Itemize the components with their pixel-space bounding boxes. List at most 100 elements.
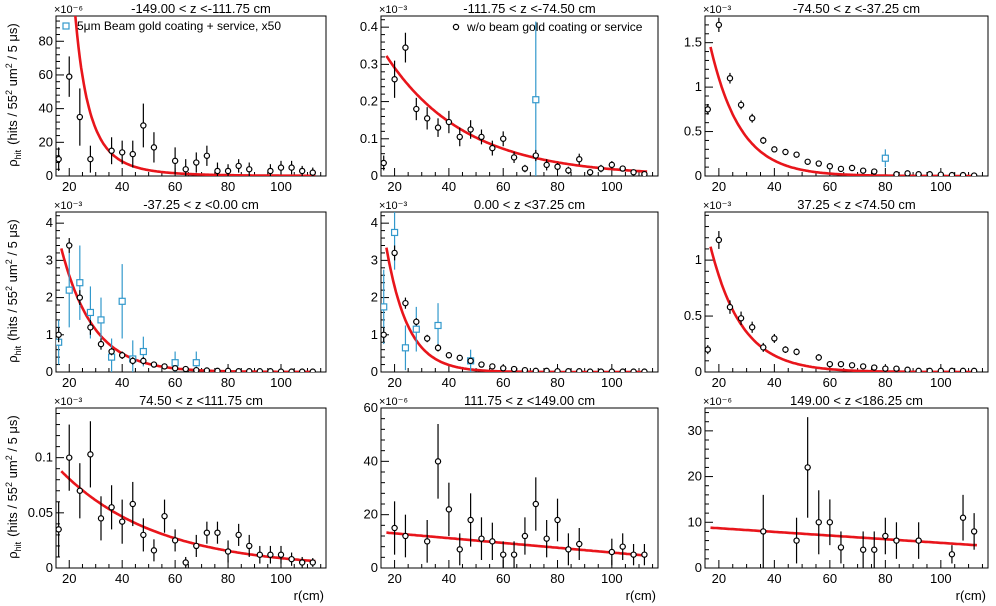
y-tick-label: 0 bbox=[371, 560, 378, 575]
y-tick-label: 0.5 bbox=[684, 124, 702, 139]
x-tick-label: 20 bbox=[712, 375, 726, 390]
marker bbox=[881, 154, 889, 162]
y-axis-exponent: ×10⁻⁶ bbox=[54, 4, 83, 16]
data-point-no-coating bbox=[423, 520, 431, 563]
data-point-no-coating bbox=[948, 545, 956, 564]
data-point-no-coating bbox=[608, 538, 616, 566]
marker bbox=[150, 144, 158, 151]
marker bbox=[608, 368, 616, 372]
y-axis-title-units3: / 5 μs) bbox=[5, 219, 20, 259]
data-point-no-coating bbox=[182, 365, 189, 372]
data-point-no-coating bbox=[565, 368, 572, 372]
marker bbox=[510, 154, 518, 161]
marker bbox=[150, 361, 158, 368]
data-point-no-coating bbox=[959, 171, 967, 176]
marker bbox=[277, 368, 285, 372]
marker bbox=[56, 331, 62, 338]
data-point-gold bbox=[434, 303, 442, 348]
data-point-no-coating bbox=[140, 357, 147, 365]
data-point-no-coating bbox=[277, 545, 285, 564]
data-point-no-coating bbox=[203, 145, 211, 166]
x-tick-label: 60 bbox=[168, 571, 182, 586]
data-point-no-coating bbox=[726, 72, 734, 84]
data-point-no-coating bbox=[543, 159, 550, 171]
marker bbox=[521, 165, 529, 172]
data-point-gold bbox=[97, 297, 105, 343]
data-point-no-coating bbox=[391, 60, 398, 98]
data-point-no-coating bbox=[108, 485, 115, 530]
marker bbox=[277, 551, 285, 558]
y-axis-exponent: ×10⁻³ bbox=[703, 4, 731, 16]
marker bbox=[434, 124, 442, 131]
marker bbox=[224, 548, 232, 555]
marker bbox=[150, 547, 158, 554]
y-tick-label: 80 bbox=[39, 33, 53, 48]
marker bbox=[171, 359, 179, 367]
data-point-no-coating bbox=[619, 533, 626, 560]
data-point-no-coating bbox=[586, 169, 594, 176]
data-point-no-coating bbox=[500, 131, 507, 147]
x-tick-label: 20 bbox=[387, 571, 401, 586]
x-tick-label: 40 bbox=[442, 571, 456, 586]
panel-title: -37.25 < z <0.00 cm bbox=[143, 197, 259, 212]
marker bbox=[76, 113, 84, 121]
marker bbox=[87, 324, 94, 331]
x-tick-label: 20 bbox=[712, 179, 726, 194]
data-point-no-coating bbox=[118, 140, 126, 165]
data-point-no-coating bbox=[608, 161, 616, 169]
data-point-no-coating bbox=[521, 366, 529, 372]
data-point-no-coating bbox=[288, 160, 295, 175]
marker bbox=[948, 171, 956, 176]
data-point-no-coating bbox=[381, 155, 387, 171]
data-point-no-coating bbox=[309, 167, 316, 176]
data-point-no-coating bbox=[171, 365, 179, 372]
marker bbox=[826, 360, 834, 368]
x-tick-label: 80 bbox=[550, 375, 564, 390]
data-point-no-coating bbox=[619, 368, 626, 372]
marker bbox=[309, 169, 316, 176]
y-axis-title-rho: ρ bbox=[5, 551, 20, 558]
data-point-no-coating bbox=[214, 521, 221, 544]
data-point-no-coating bbox=[565, 533, 572, 566]
marker bbox=[948, 367, 956, 372]
marker bbox=[56, 526, 62, 533]
data-point-no-coating bbox=[298, 165, 306, 176]
data-point-no-coating bbox=[203, 521, 211, 544]
data-point-no-coating bbox=[926, 171, 933, 176]
x-axis-title: r(cm) bbox=[294, 588, 324, 603]
panel-title: 149.00 < z <186.25 cm bbox=[790, 393, 923, 408]
x-tick-label: 100 bbox=[601, 375, 623, 390]
data-point-no-coating bbox=[532, 149, 539, 162]
data-point-no-coating bbox=[413, 97, 420, 121]
y-axis-title-sup: 2 bbox=[4, 482, 14, 487]
marker bbox=[288, 368, 295, 372]
x-tick-label: 40 bbox=[442, 375, 456, 390]
x-tick-label: 20 bbox=[712, 571, 726, 586]
data-point-no-coating bbox=[391, 245, 398, 261]
marker bbox=[456, 354, 463, 362]
data-point-no-coating bbox=[235, 159, 242, 173]
data-point-no-coating bbox=[445, 482, 453, 536]
marker bbox=[298, 167, 306, 175]
y-axis-title-sup2: 2 bbox=[4, 455, 14, 460]
data-point-no-coating bbox=[434, 424, 442, 499]
marker bbox=[871, 546, 878, 553]
data-point-no-coating bbox=[193, 534, 200, 557]
data-point-gold bbox=[881, 149, 889, 168]
data-point-no-coating bbox=[871, 531, 878, 568]
marker bbox=[619, 165, 626, 172]
data-point-no-coating bbox=[893, 365, 900, 372]
marker bbox=[129, 500, 136, 508]
data-point-no-coating bbox=[434, 344, 442, 352]
data-point-no-coating bbox=[760, 494, 767, 568]
marker bbox=[771, 335, 778, 342]
y-tick-label: 2 bbox=[371, 290, 378, 305]
data-point-no-coating bbox=[510, 365, 518, 372]
data-point-no-coating bbox=[826, 360, 834, 368]
marker bbox=[140, 531, 147, 539]
data-point-no-coating bbox=[948, 367, 956, 372]
data-point-no-coating bbox=[771, 333, 778, 343]
data-point-no-coating bbox=[826, 499, 834, 546]
data-point-no-coating bbox=[182, 159, 189, 176]
data-point-no-coating bbox=[456, 533, 463, 566]
